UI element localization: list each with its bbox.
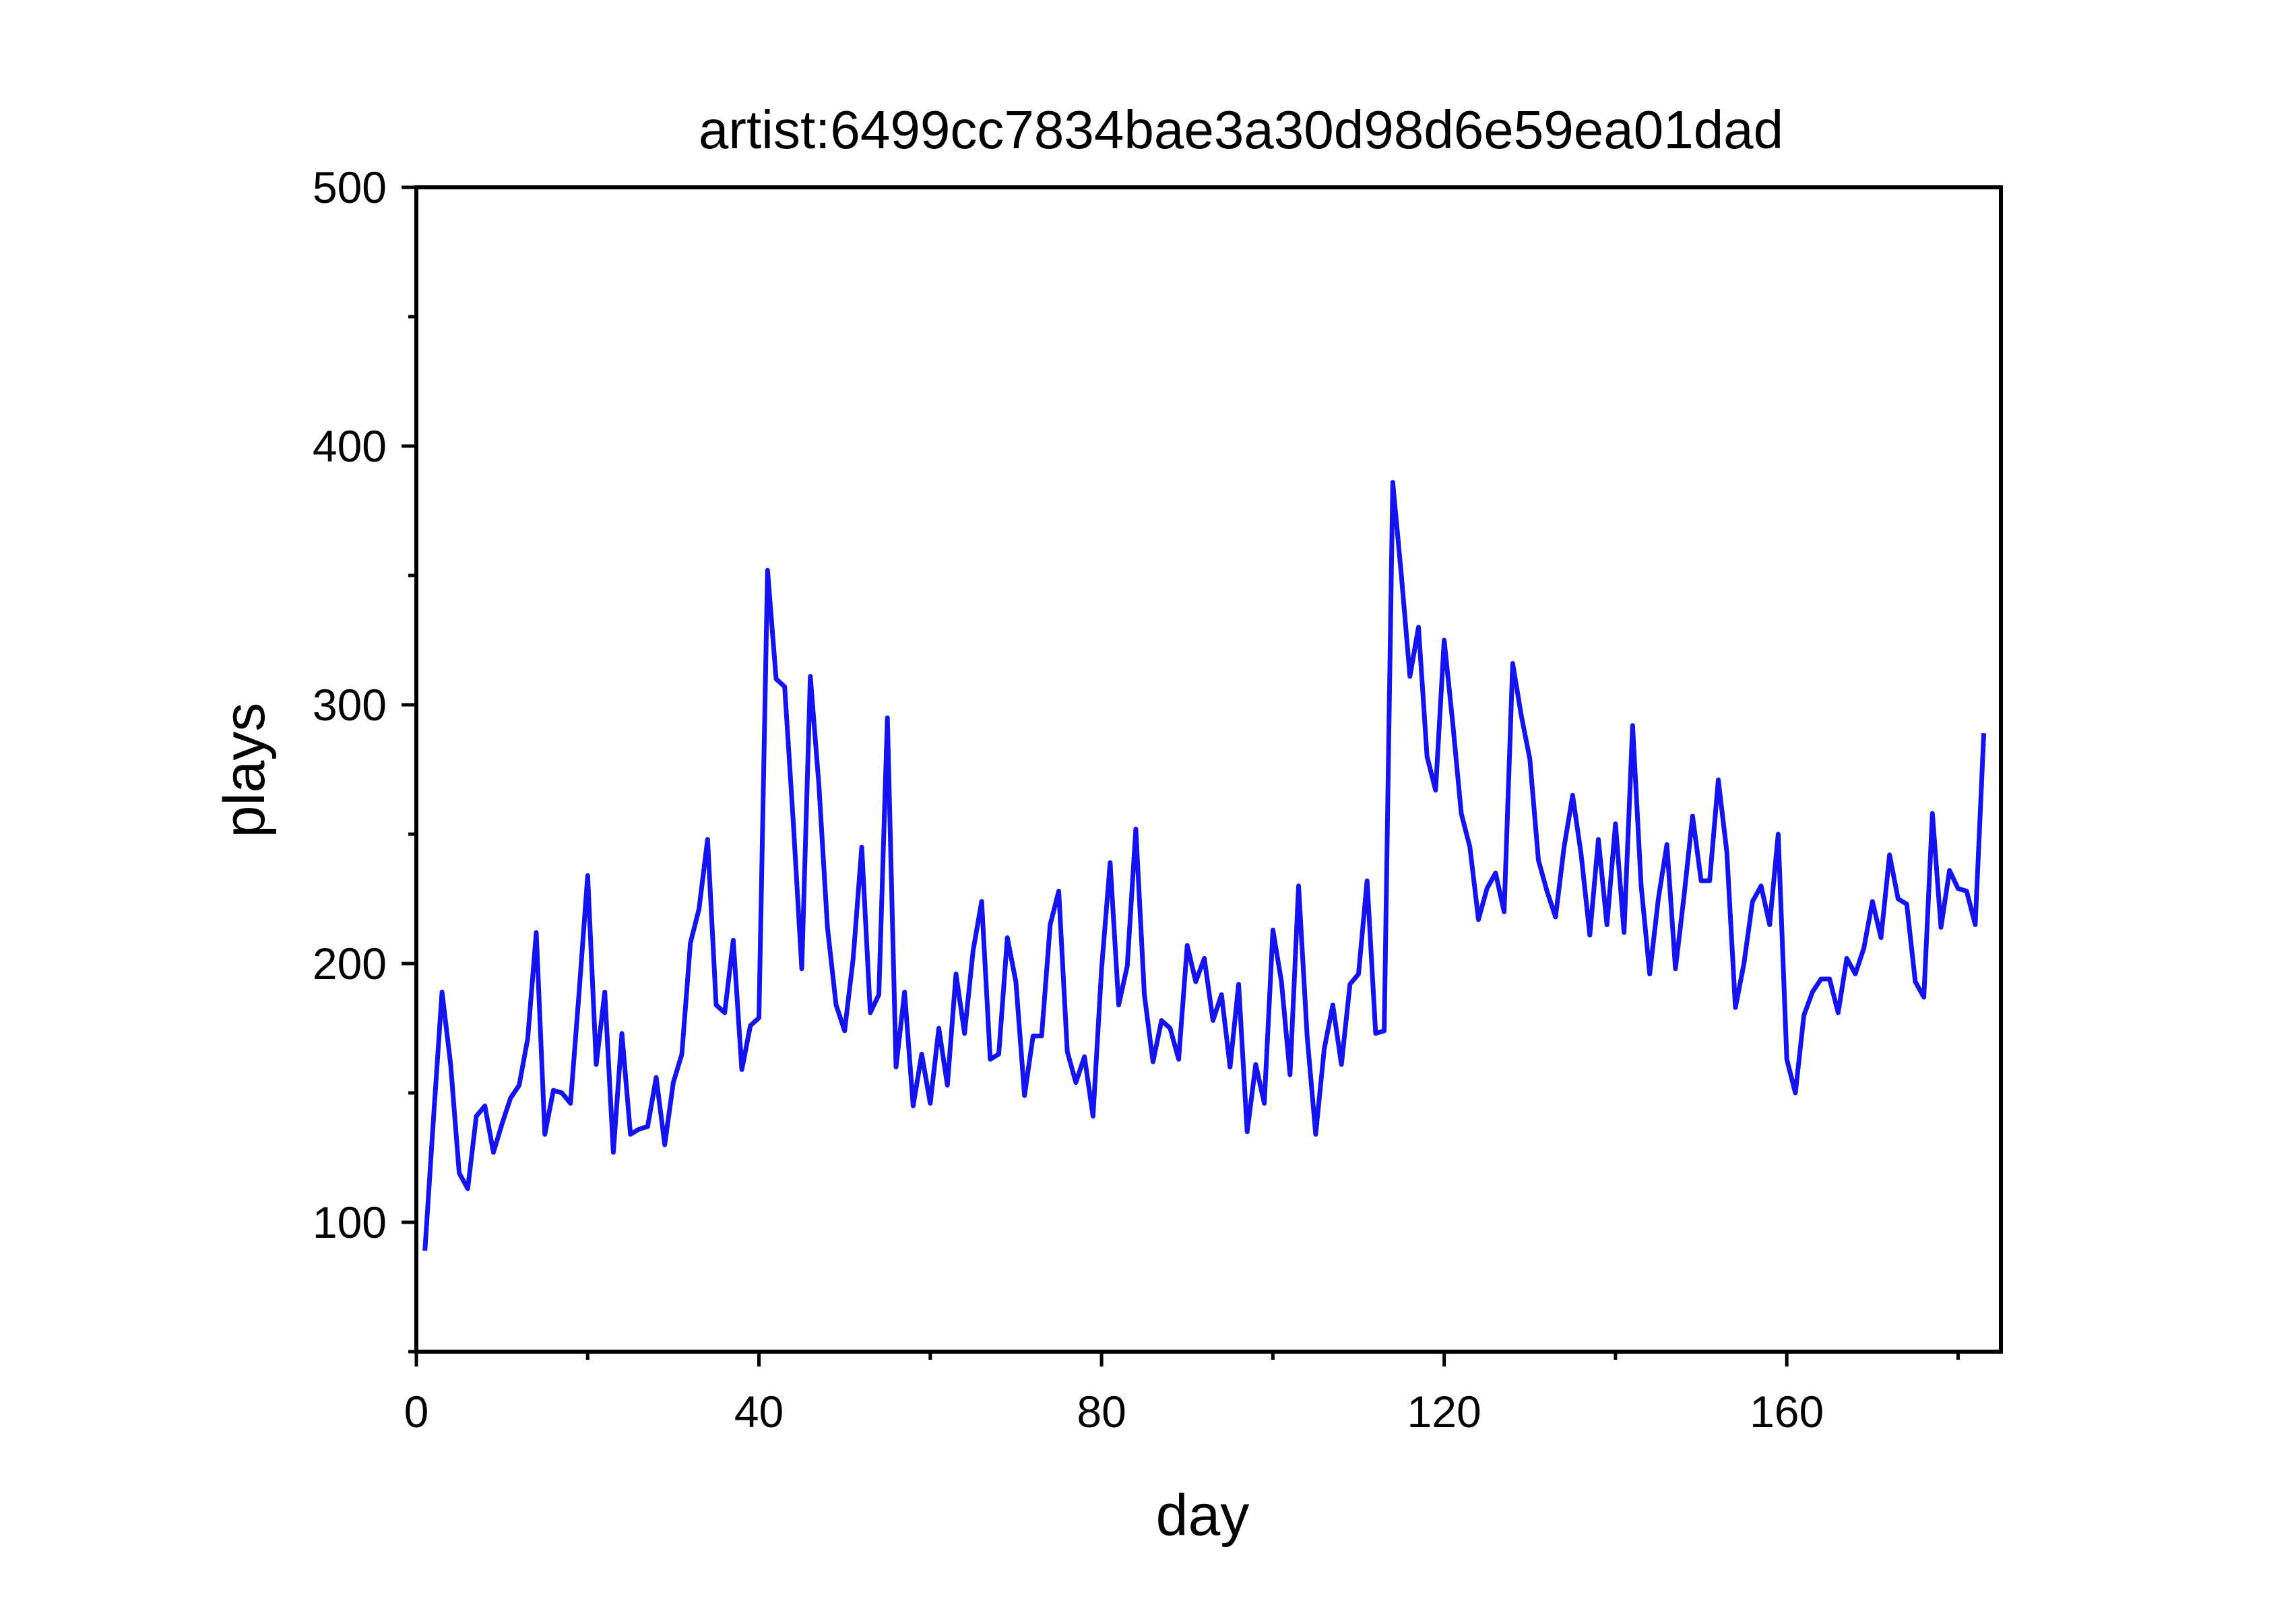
plot-frame bbox=[414, 185, 2003, 1354]
x-tick-label: 160 bbox=[1750, 1387, 1824, 1437]
series-line bbox=[422, 480, 1987, 1251]
x-tick-label: 120 bbox=[1407, 1387, 1481, 1437]
y-tick-label: 400 bbox=[313, 421, 387, 471]
y-tick-label: 300 bbox=[313, 680, 387, 730]
plot-series bbox=[422, 480, 1987, 1251]
x-axis-label: day bbox=[1156, 1483, 1250, 1548]
y-axis-label: plays bbox=[212, 703, 277, 838]
x-tick-label: 40 bbox=[734, 1387, 784, 1437]
y-tick-label: 500 bbox=[313, 162, 387, 212]
x-tick-label: 80 bbox=[1077, 1387, 1126, 1437]
y-tick-label: 100 bbox=[313, 1197, 387, 1247]
chart-title: artist:6499cc7834bae3a30d98d6e59ea01dad bbox=[699, 100, 1783, 160]
y-tick-label: 200 bbox=[313, 939, 387, 988]
x-tick-label: 0 bbox=[404, 1387, 429, 1437]
axis-ticks: 0 40 80 120 160 100 200 300 400 500 bbox=[313, 162, 1960, 1437]
